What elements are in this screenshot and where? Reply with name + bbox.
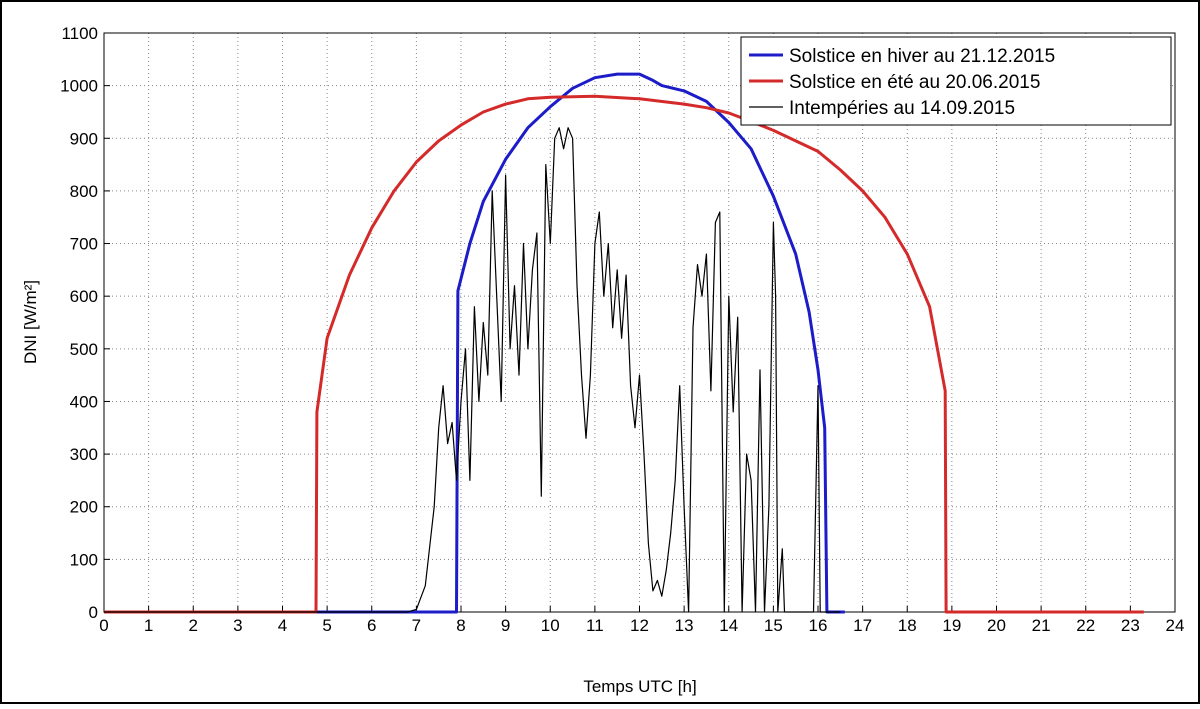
y-tick-label: 800 [70, 182, 98, 201]
x-tick-label: 14 [719, 616, 738, 635]
x-tick-label: 7 [412, 616, 421, 635]
legend-box [740, 36, 1172, 126]
y-tick-label: 600 [70, 287, 98, 306]
y-tick-label: 500 [70, 340, 98, 359]
x-tick-label: 16 [809, 616, 828, 635]
x-tick-label: 13 [675, 616, 694, 635]
x-tick-label: 6 [367, 616, 376, 635]
data-line [104, 72, 845, 614]
x-tick-label: 23 [1121, 616, 1140, 635]
x-tick-label: 18 [898, 616, 917, 635]
y-tick-label: 300 [70, 445, 98, 464]
x-tick-label: 24 [1166, 616, 1185, 635]
x-tick-label: 20 [987, 616, 1006, 635]
data-line [104, 127, 841, 613]
x-tick-label: 8 [456, 616, 465, 635]
y-tick-label: 1000 [60, 77, 98, 96]
y-tick-label: 900 [70, 129, 98, 148]
y-tick-label: 1100 [61, 24, 98, 43]
y-tick-label: 200 [70, 498, 98, 517]
y-tick-label: 400 [70, 392, 98, 411]
x-tick-label: 11 [586, 616, 604, 635]
x-tick-label: 15 [764, 616, 783, 635]
plot-border [103, 32, 1176, 613]
x-axis-label: Temps UTC [h] [583, 677, 696, 696]
x-tick-label: 9 [501, 616, 510, 635]
x-tick-label: 12 [630, 616, 649, 635]
x-tick-label: 5 [322, 616, 331, 635]
x-tick-label: 4 [278, 616, 287, 635]
y-tick-label: 100 [70, 550, 98, 569]
x-tick-label: 1 [144, 616, 153, 635]
x-tick-label: 0 [99, 616, 108, 635]
x-tick-label: 10 [541, 616, 560, 635]
data-line [104, 94, 1144, 614]
x-tick-label: 22 [1076, 616, 1095, 635]
legend-label: Solstice en hiver au 21.12.2015 [789, 46, 1055, 67]
x-tick-label: 17 [853, 616, 872, 635]
x-tick-label: 21 [1032, 616, 1051, 635]
y-tick-label: 0 [89, 603, 98, 622]
x-tick-label: 2 [189, 616, 198, 635]
y-axis-label: DNI [W/m²] [21, 280, 40, 364]
x-tick-label: 19 [942, 616, 961, 635]
x-tick-label: 3 [233, 616, 242, 635]
legend-label: Intempéries au 14.09.2015 [789, 98, 1015, 119]
legend-label: Solstice en été au 20.06.2015 [789, 72, 1040, 93]
y-tick-label: 700 [70, 235, 98, 254]
